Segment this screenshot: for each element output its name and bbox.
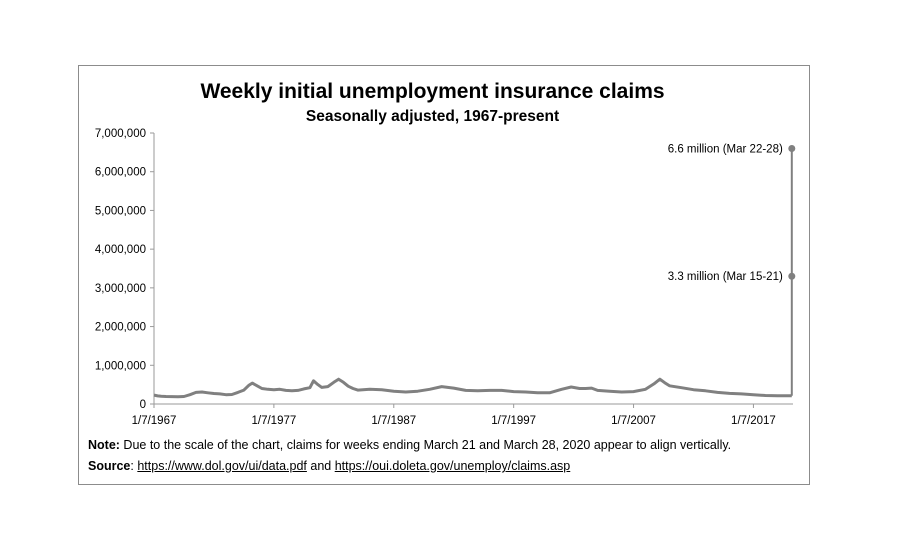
source-link-oui[interactable]: https://oui.doleta.gov/unemploy/claims.a… [334,459,571,473]
y-tick-label: 6,000,000 [95,167,146,179]
spike-annotation: 3.3 million (Mar 15-21) [668,271,783,283]
y-tick-label: 5,000,000 [95,205,146,217]
chart-subtitle: Seasonally adjusted, 1967-present [305,108,560,125]
source-colon: : [130,459,138,473]
chart-title: Weekly initial unemployment insurance cl… [200,80,665,103]
x-tick-label: 1/7/2017 [731,415,776,427]
y-tick-label: 7,000,000 [95,128,146,140]
note-label: Note: [88,438,120,452]
spike-annotation: 6.6 million (Mar 22-28) [668,143,783,155]
source-and: and [306,459,335,473]
note-line: Note: Due to the scale of the chart, cla… [88,438,731,452]
spike-point [788,272,796,280]
x-tick-label: 1/7/1997 [491,415,536,427]
spike-point [788,144,796,152]
x-tick-label: 1/7/2007 [611,415,656,427]
chart-frame: Weekly initial unemployment insurance cl… [78,65,810,485]
x-tick-label: 1/7/1977 [252,415,297,427]
y-tick-label: 0 [140,399,146,411]
source-link-dol[interactable]: https://www.dol.gov/ui/data.pdf [137,459,307,473]
y-tick-label: 4,000,000 [95,244,146,256]
x-tick-label: 1/7/1967 [132,415,177,427]
y-tick-label: 1,000,000 [95,360,146,372]
source-line: Source: https://www.dol.gov/ui/data.pdf … [88,459,570,473]
line-chart: 7,000,000 6,000,000 5,000,000 4,000,000 3,00… [95,128,796,427]
series-line [153,377,792,399]
source-label: Source [88,459,131,473]
y-tick-label: 2,000,000 [95,322,146,334]
x-tick-label: 1/7/1987 [371,415,416,427]
y-tick-label: 3,000,000 [95,283,146,295]
note-text: Due to the scale of the chart, claims fo… [119,438,732,452]
